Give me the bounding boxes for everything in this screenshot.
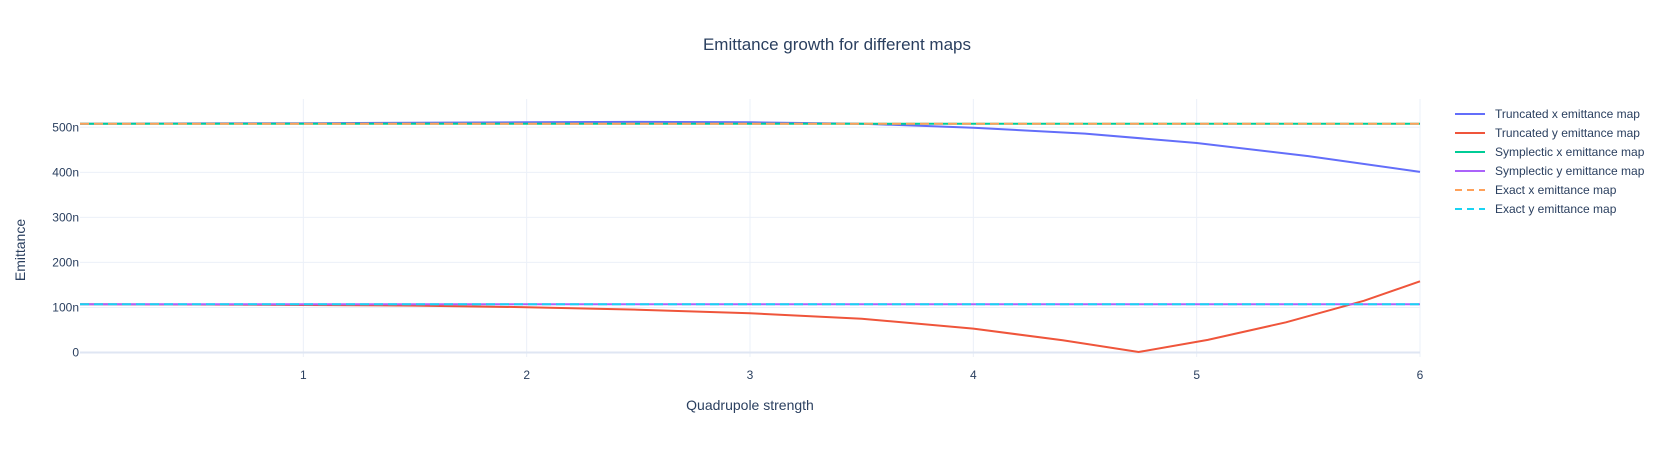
grid <box>80 99 1421 357</box>
legend-item[interactable]: Truncated y emittance map <box>1455 126 1640 140</box>
legend-label: Truncated x emittance map <box>1495 107 1640 121</box>
legend-item[interactable]: Symplectic x emittance map <box>1455 145 1645 159</box>
y-tick-label: 100n <box>52 300 79 314</box>
x-tick-label: 5 <box>1193 368 1200 382</box>
plot-lines <box>79 120 1421 354</box>
y-tick-label: 400n <box>52 165 79 179</box>
x-tick-label: 1 <box>300 368 307 382</box>
y-axis-title: Emittance <box>12 219 28 281</box>
legend-label: Symplectic y emittance map <box>1495 164 1645 178</box>
legend-item[interactable]: Exact y emittance map <box>1455 202 1617 216</box>
legend-label: Symplectic x emittance map <box>1495 145 1645 159</box>
y-tick-label: 200n <box>52 255 79 269</box>
legend-label: Exact x emittance map <box>1495 183 1617 197</box>
x-axis-title: Quadrupole strength <box>686 397 814 413</box>
x-tick-label: 6 <box>1417 368 1424 382</box>
legend-item[interactable]: Truncated x emittance map <box>1455 107 1640 121</box>
chart-title: Emittance growth for different maps <box>703 35 971 54</box>
y-tick-label: 500n <box>52 120 79 134</box>
x-tick-label: 4 <box>970 368 977 382</box>
legend[interactable]: Truncated x emittance map Truncated y emi… <box>1455 107 1645 216</box>
legend-item[interactable]: Exact x emittance map <box>1455 183 1617 197</box>
y-tick-label: 0 <box>72 345 79 359</box>
legend-item[interactable]: Symplectic y emittance map <box>1455 164 1645 178</box>
legend-label: Exact y emittance map <box>1495 202 1617 216</box>
tick-labels: 1 2 3 4 5 6 0 100n 200n 300n 400n 500n <box>52 120 1423 382</box>
x-tick-label: 3 <box>747 368 754 382</box>
y-tick-label: 300n <box>52 210 79 224</box>
legend-label: Truncated y emittance map <box>1495 126 1640 140</box>
x-tick-label: 2 <box>523 368 530 382</box>
